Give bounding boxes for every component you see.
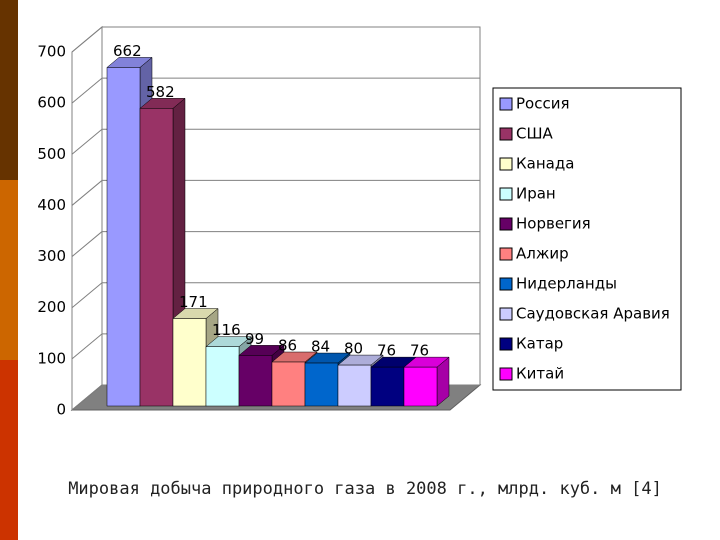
grid-line [71, 282, 103, 309]
legend-swatch [499, 127, 513, 141]
bar [238, 355, 273, 407]
bar [139, 108, 174, 407]
grid-line [71, 231, 103, 257]
value-label: 80 [344, 340, 363, 358]
legend-swatch [499, 187, 513, 201]
legend-box [492, 87, 682, 391]
value-label: 76 [377, 342, 396, 360]
legend-swatch [499, 97, 513, 111]
bar [205, 346, 240, 407]
bar [403, 366, 438, 407]
bar-top-shade [305, 353, 350, 364]
legend-swatch [499, 157, 513, 171]
legend-label: Нидерланды [516, 275, 617, 293]
y-tick-label: 200 [37, 298, 66, 316]
y-tick-label: 600 [37, 94, 66, 112]
y-tick-label: 0 [56, 401, 66, 419]
value-label: 171 [179, 293, 208, 311]
value-label: 99 [245, 330, 264, 348]
bar-top-shade [404, 357, 449, 368]
side-wall [71, 25, 103, 412]
legend-label: Канада [516, 155, 574, 173]
legend-swatch [499, 247, 513, 261]
bar-top-shade [338, 355, 383, 366]
legend-label: США [516, 125, 554, 143]
bar-top-shade [206, 336, 251, 347]
legend-swatch [499, 337, 513, 351]
y-tick-label: 300 [37, 247, 66, 265]
value-label: 76 [410, 342, 429, 360]
grid-line [71, 77, 103, 104]
bar-top-shade [272, 352, 317, 363]
legend-swatch [499, 367, 513, 381]
legend-label: Россия [516, 95, 570, 113]
bar-side-shade [437, 357, 449, 406]
legend-swatch [499, 277, 513, 291]
bar [271, 361, 306, 407]
legend-swatch [499, 217, 513, 231]
value-label: 662 [113, 42, 142, 60]
y-tick-label: 700 [37, 43, 66, 61]
bar [337, 364, 372, 407]
stripe [0, 360, 18, 540]
legend-label: Норвегия [516, 215, 591, 233]
stripe [0, 180, 18, 360]
legend-label: Иран [516, 185, 556, 203]
legend-label: Алжир [516, 245, 569, 263]
value-label: 84 [311, 338, 330, 356]
y-tick-label: 500 [37, 145, 66, 163]
stripe [0, 0, 18, 180]
grid-line [71, 333, 103, 360]
grid-line [71, 384, 103, 411]
legend-label: Саудовская Аравия [516, 305, 670, 323]
caption: Мировая добыча природного газа в 2008 г.… [68, 479, 662, 499]
bar [172, 318, 207, 407]
legend-swatch [499, 307, 513, 321]
bar [304, 362, 339, 407]
grid-line [71, 180, 103, 206]
legend-label: Китай [516, 365, 564, 383]
bar-top-shade [371, 357, 416, 368]
y-tick-label: 100 [37, 349, 66, 367]
bar-top-shade [140, 98, 185, 109]
y-tick-label: 400 [37, 196, 66, 214]
bar [370, 366, 405, 407]
value-label: 86 [278, 337, 297, 355]
bar-top-shade [173, 308, 218, 319]
legend-label: Катар [516, 335, 563, 353]
bar-top-shade [107, 57, 152, 68]
value-label: 116 [212, 321, 241, 339]
grid-line [71, 26, 103, 53]
bar-top-shade [239, 345, 284, 356]
value-label: 582 [146, 83, 175, 101]
grid-line [71, 128, 103, 155]
bar [106, 67, 141, 407]
